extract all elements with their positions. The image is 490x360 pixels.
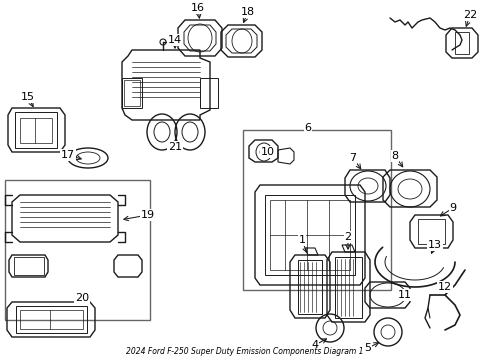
Text: 12: 12 [438,282,452,292]
Bar [5,180,150,320]
Text: 2: 2 [344,232,351,242]
Text: 21: 21 [168,142,182,152]
Text: 2024 Ford F-250 Super Duty Emission Components Diagram 1: 2024 Ford F-250 Super Duty Emission Comp… [126,347,364,356]
Text: 10: 10 [261,147,275,157]
Bar [14,257,44,275]
Text: 14: 14 [168,35,182,45]
Text: 13: 13 [428,240,442,250]
Text: 11: 11 [398,290,412,300]
Text: 5: 5 [365,343,371,353]
Text: 7: 7 [349,153,357,163]
Text: 16: 16 [191,3,205,13]
Text: 1: 1 [298,235,305,245]
Bar [243,130,391,290]
Text: 20: 20 [75,293,89,303]
Text: 19: 19 [141,210,155,220]
Text: 18: 18 [241,7,255,17]
Text: 4: 4 [312,340,318,350]
Text: 9: 9 [449,203,457,213]
Text: 17: 17 [61,150,75,160]
Text: 22: 22 [463,10,477,20]
Text: 15: 15 [21,92,35,102]
Text: 6: 6 [304,123,312,133]
Text: 8: 8 [392,151,398,161]
